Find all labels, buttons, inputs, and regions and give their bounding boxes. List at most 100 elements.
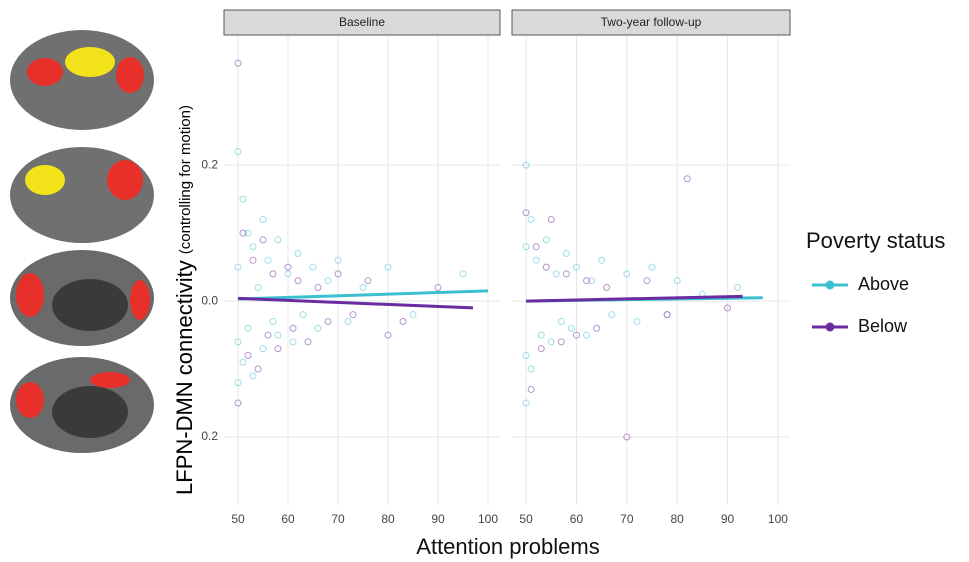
y-axis-title: LFPN-DMN connectivity (controlling for mo… bbox=[172, 105, 197, 495]
point bbox=[557, 338, 565, 346]
point bbox=[234, 59, 242, 67]
fit-line bbox=[237, 296, 474, 310]
point bbox=[567, 324, 575, 332]
point bbox=[557, 317, 565, 325]
point bbox=[314, 324, 322, 332]
facet-title: Baseline bbox=[339, 15, 385, 29]
point bbox=[244, 351, 252, 359]
point bbox=[284, 270, 292, 278]
point bbox=[269, 270, 277, 278]
y-tick-label: 0.2 bbox=[201, 157, 218, 171]
point bbox=[239, 358, 247, 366]
point bbox=[552, 270, 560, 278]
strip bbox=[223, 9, 501, 36]
point bbox=[244, 229, 252, 237]
y-tick-label: 0.0 bbox=[201, 293, 218, 307]
point bbox=[284, 263, 292, 271]
x-tick-label: 90 bbox=[431, 512, 445, 526]
point bbox=[289, 324, 297, 332]
point bbox=[547, 338, 555, 346]
point bbox=[633, 317, 641, 325]
y-label: LFPN-DMN connectivity bbox=[172, 260, 197, 495]
point bbox=[663, 311, 671, 319]
point bbox=[623, 433, 631, 441]
point bbox=[359, 283, 367, 291]
strip bbox=[511, 9, 791, 36]
point bbox=[239, 195, 247, 203]
point bbox=[588, 277, 596, 285]
point bbox=[334, 270, 342, 278]
point bbox=[244, 324, 252, 332]
point bbox=[527, 385, 535, 393]
point bbox=[522, 351, 530, 359]
point bbox=[234, 263, 242, 271]
point bbox=[249, 372, 257, 380]
x-tick-label: 100 bbox=[478, 512, 498, 526]
point bbox=[572, 263, 580, 271]
point bbox=[249, 256, 257, 264]
facet-title: Two-year follow-up bbox=[601, 15, 702, 29]
point bbox=[547, 216, 555, 224]
point bbox=[274, 331, 282, 339]
point bbox=[603, 283, 611, 291]
point bbox=[274, 345, 282, 353]
point bbox=[384, 331, 392, 339]
legend-dot bbox=[825, 322, 835, 332]
x-tick-label: 80 bbox=[671, 512, 685, 526]
point bbox=[522, 161, 530, 169]
point bbox=[583, 277, 591, 285]
point bbox=[537, 331, 545, 339]
point bbox=[259, 345, 267, 353]
x-tick-label: 70 bbox=[620, 512, 634, 526]
point bbox=[562, 250, 570, 258]
point bbox=[314, 283, 322, 291]
point bbox=[234, 338, 242, 346]
point bbox=[264, 331, 272, 339]
legend-label: Above bbox=[858, 274, 909, 294]
point bbox=[734, 283, 742, 291]
point bbox=[294, 277, 302, 285]
point bbox=[234, 148, 242, 156]
point bbox=[527, 216, 535, 224]
point bbox=[598, 256, 606, 264]
point bbox=[269, 317, 277, 325]
point bbox=[249, 243, 257, 251]
point bbox=[623, 270, 631, 278]
point bbox=[583, 331, 591, 339]
point bbox=[289, 338, 297, 346]
point bbox=[334, 256, 342, 264]
point bbox=[234, 399, 242, 407]
point bbox=[344, 317, 352, 325]
x-tick-label: 60 bbox=[281, 512, 295, 526]
point bbox=[254, 365, 262, 373]
point bbox=[673, 277, 681, 285]
point bbox=[274, 236, 282, 244]
point bbox=[522, 399, 530, 407]
point bbox=[572, 331, 580, 339]
point bbox=[724, 304, 732, 312]
point bbox=[648, 263, 656, 271]
point bbox=[324, 317, 332, 325]
y-label-note: (controlling for motion) bbox=[177, 105, 194, 254]
x-tick-label: 80 bbox=[381, 512, 395, 526]
fit-line bbox=[237, 289, 489, 301]
point bbox=[259, 236, 267, 244]
point bbox=[294, 250, 302, 258]
point bbox=[522, 243, 530, 251]
point bbox=[542, 236, 550, 244]
point bbox=[522, 209, 530, 217]
x-axis-title: Attention problems bbox=[416, 534, 599, 559]
point bbox=[643, 277, 651, 285]
legend-label: Below bbox=[858, 316, 908, 336]
point bbox=[459, 270, 467, 278]
point bbox=[683, 175, 691, 183]
point bbox=[349, 311, 357, 319]
point bbox=[532, 243, 540, 251]
y-tick-label: 0.2 bbox=[201, 429, 218, 443]
legend-title: Poverty status bbox=[806, 228, 945, 253]
point bbox=[542, 263, 550, 271]
point bbox=[309, 263, 317, 271]
x-tick-label: 50 bbox=[519, 512, 533, 526]
x-tick-label: 90 bbox=[721, 512, 735, 526]
